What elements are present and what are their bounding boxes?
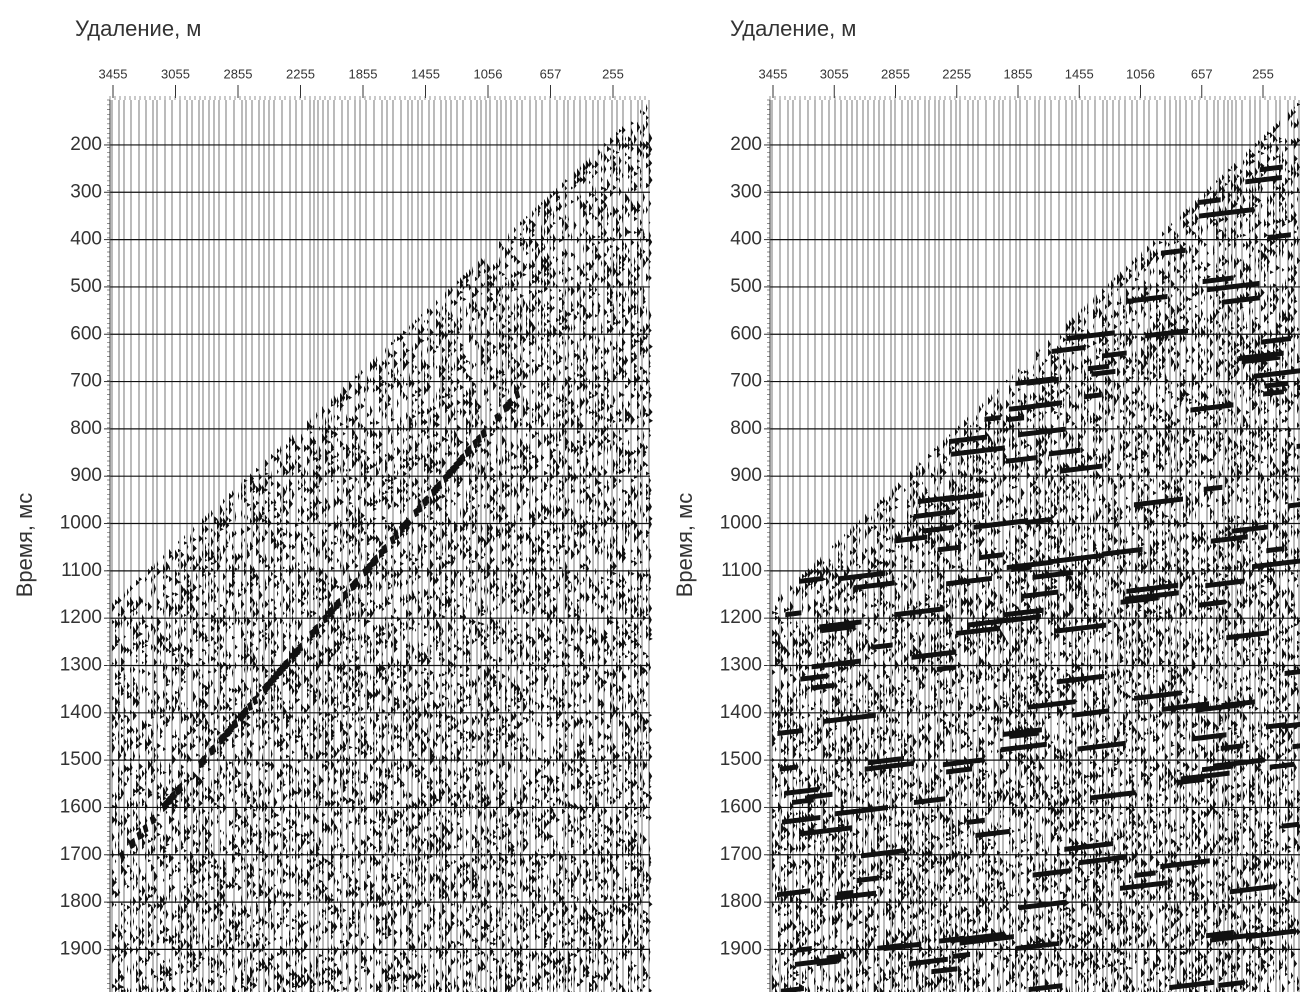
y-axis-title: Время, мс bbox=[12, 493, 37, 598]
x-tick-label: 1455 bbox=[1065, 66, 1094, 81]
x-tick-label: 3055 bbox=[820, 66, 849, 81]
y-tick-label: 1300 bbox=[60, 655, 102, 676]
x-axis-title: Удаление, м bbox=[730, 16, 856, 41]
x-tick-label: 1056 bbox=[474, 66, 503, 81]
y-tick-label: 900 bbox=[70, 465, 102, 486]
y-tick-label: 1200 bbox=[720, 607, 762, 628]
y-tick-label: 700 bbox=[70, 371, 102, 392]
x-tick-label: 3055 bbox=[161, 66, 190, 81]
y-tick-label: 700 bbox=[730, 371, 762, 392]
y-tick-label: 1100 bbox=[61, 560, 102, 581]
x-tick-label: 255 bbox=[602, 66, 624, 81]
y-tick-label: 1800 bbox=[720, 891, 762, 912]
y-tick-label: 1900 bbox=[720, 938, 762, 959]
y-tick-label: 600 bbox=[730, 323, 762, 344]
y-tick-label: 1700 bbox=[720, 844, 762, 865]
y-tick-label: 1400 bbox=[60, 702, 102, 723]
x-axis-title: Удаление, м bbox=[75, 16, 201, 41]
x-tick-label: 1056 bbox=[1126, 66, 1155, 81]
y-tick-label: 1600 bbox=[720, 796, 762, 817]
y-tick-label: 1700 bbox=[60, 844, 102, 865]
panel: 200 300 400 500 600 700 800 900 1000 1100 1200 1300… bbox=[672, 16, 1300, 992]
y-tick-label: 1000 bbox=[720, 513, 762, 534]
panel: 200 300 400 500 600 700 800 900 1000 1100 1200 1300… bbox=[12, 16, 653, 992]
y-tick-label: 1300 bbox=[720, 655, 762, 676]
y-tick-label: 1200 bbox=[60, 607, 102, 628]
y-tick-label: 200 bbox=[730, 134, 762, 155]
x-minor-ticks bbox=[109, 96, 646, 100]
y-minor-ticks bbox=[767, 99, 770, 989]
y-tick-label: 200 bbox=[70, 134, 102, 155]
x-tick-label: 2855 bbox=[881, 66, 910, 81]
seismic-wiggles bbox=[772, 102, 1300, 992]
y-tick-label: 300 bbox=[70, 181, 102, 202]
x-tick-label: 2855 bbox=[224, 66, 253, 81]
y-tick-label: 400 bbox=[730, 229, 762, 250]
x-tick-label: 2255 bbox=[286, 66, 315, 81]
y-tick-label: 800 bbox=[730, 418, 762, 439]
y-tick-label: 1000 bbox=[60, 513, 102, 534]
x-tick-label: 3455 bbox=[99, 66, 128, 81]
y-tick-label: 1500 bbox=[60, 749, 102, 770]
x-tick-label: 657 bbox=[1191, 66, 1213, 81]
y-tick-label: 400 bbox=[70, 229, 102, 250]
x-tick-label: 657 bbox=[540, 66, 562, 81]
y-tick-label: 1800 bbox=[60, 891, 102, 912]
y-tick-label: 1600 bbox=[60, 796, 102, 817]
y-tick-label: 800 bbox=[70, 418, 102, 439]
y-tick-label: 600 bbox=[70, 323, 102, 344]
y-tick-label: 1400 bbox=[720, 702, 762, 723]
y-tick-label: 500 bbox=[730, 276, 762, 297]
x-tick-label: 1455 bbox=[411, 66, 440, 81]
y-tick-label: 900 bbox=[730, 465, 762, 486]
y-tick-label: 1100 bbox=[721, 560, 762, 581]
y-tick-label: 1900 bbox=[60, 938, 102, 959]
y-axis-title: Время, мс bbox=[672, 493, 697, 598]
x-tick-label: 2255 bbox=[942, 66, 971, 81]
seismic-wiggles bbox=[112, 103, 653, 992]
x-minor-ticks bbox=[769, 96, 1296, 100]
y-tick-label: 1500 bbox=[720, 749, 762, 770]
x-tick-label: 1855 bbox=[1004, 66, 1033, 81]
y-minor-ticks bbox=[107, 99, 110, 989]
x-tick-label: 1855 bbox=[349, 66, 378, 81]
x-tick-label: 255 bbox=[1252, 66, 1274, 81]
y-tick-label: 500 bbox=[70, 276, 102, 297]
y-tick-label: 300 bbox=[730, 181, 762, 202]
x-tick-label: 3455 bbox=[759, 66, 788, 81]
